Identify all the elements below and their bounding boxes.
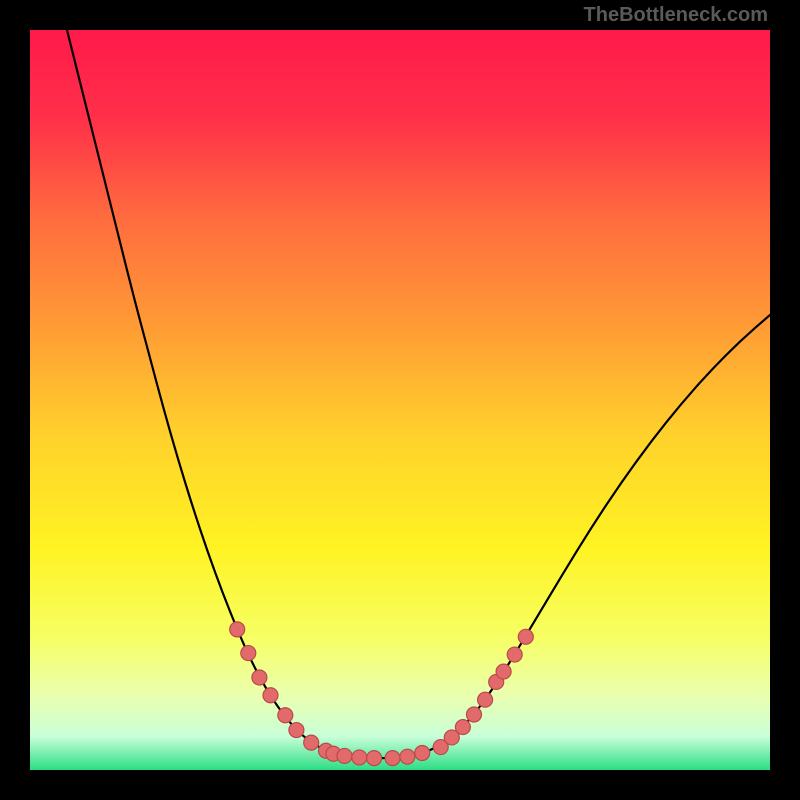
data-marker: [352, 750, 367, 765]
data-marker: [507, 647, 522, 662]
data-marker: [241, 646, 256, 661]
data-marker: [337, 748, 352, 763]
marker-group: [230, 622, 534, 766]
data-marker: [518, 629, 533, 644]
data-marker: [304, 735, 319, 750]
data-marker: [230, 622, 245, 637]
data-marker: [263, 688, 278, 703]
plot-area: [30, 30, 770, 770]
data-marker: [252, 670, 267, 685]
data-marker: [367, 751, 382, 766]
data-marker: [278, 708, 293, 723]
data-marker: [415, 745, 430, 760]
data-marker: [289, 723, 304, 738]
chart-overlay: [30, 30, 770, 770]
source-watermark: TheBottleneck.com: [584, 4, 768, 27]
data-marker: [496, 664, 511, 679]
data-marker: [478, 692, 493, 707]
bottleneck-curve: [67, 30, 770, 758]
data-marker: [455, 720, 470, 735]
data-marker: [385, 751, 400, 766]
data-marker: [467, 707, 482, 722]
data-marker: [400, 749, 415, 764]
